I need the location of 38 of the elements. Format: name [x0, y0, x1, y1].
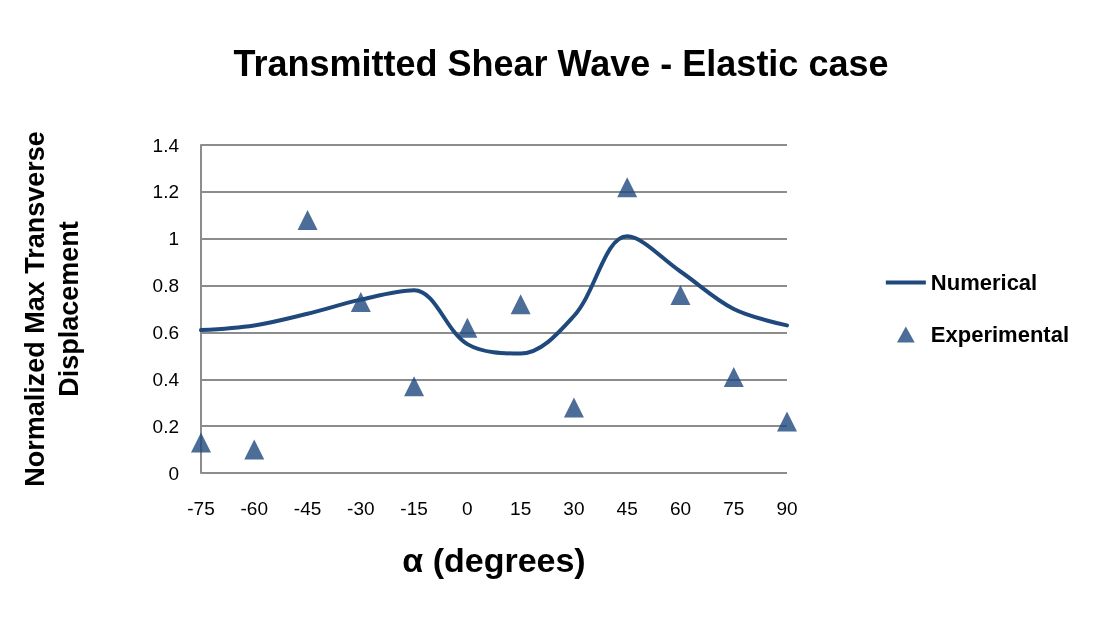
- line-series: [199, 234, 789, 356]
- point: [350, 291, 371, 312]
- y-tick-label: 0.4: [152, 368, 180, 390]
- point: [723, 366, 744, 387]
- x-tick-label: 75: [723, 498, 745, 519]
- x-tick-label: 60: [669, 498, 692, 519]
- y-tick-label: 0.6: [152, 321, 179, 343]
- x-tick-label: 30: [563, 498, 585, 519]
- legend-label: Experimental: [930, 322, 1070, 347]
- x-tick-label: -60: [240, 498, 269, 519]
- chart-title: Transmitted Shear Wave - Elastic case: [233, 42, 889, 84]
- x-axis-title: α (degrees): [402, 541, 586, 579]
- y-tick-label: 1.4: [152, 134, 180, 156]
- point: [191, 432, 211, 453]
- point: [297, 209, 318, 230]
- x-tick-label: 15: [510, 498, 532, 519]
- y-tick-label: 0: [168, 462, 179, 484]
- x-tick-label: 45: [616, 498, 638, 519]
- y-axis-title: Normalized Max Transverse Displacement: [20, 131, 84, 487]
- point: [617, 177, 638, 198]
- x-tick-label: 90: [776, 498, 798, 519]
- y-tick-label: 1.2: [152, 181, 179, 203]
- x-tick-label: -15: [400, 498, 428, 519]
- y-tick-label: 0.8: [152, 275, 179, 297]
- y-tick-label: 1: [168, 228, 179, 250]
- point: [510, 294, 531, 315]
- point: [404, 376, 425, 397]
- point: [244, 439, 265, 460]
- point: [563, 397, 584, 418]
- x-tick-label: -30: [347, 498, 375, 519]
- x-tick-label: 0: [462, 498, 473, 519]
- point: [670, 284, 691, 305]
- y-tick-label: 0.2: [152, 415, 179, 437]
- x-tick-label: -75: [187, 498, 215, 519]
- legend-label: Numerical: [930, 270, 1038, 295]
- x-tick-label: -45: [293, 498, 322, 519]
- point: [457, 317, 478, 338]
- point: [777, 411, 797, 432]
